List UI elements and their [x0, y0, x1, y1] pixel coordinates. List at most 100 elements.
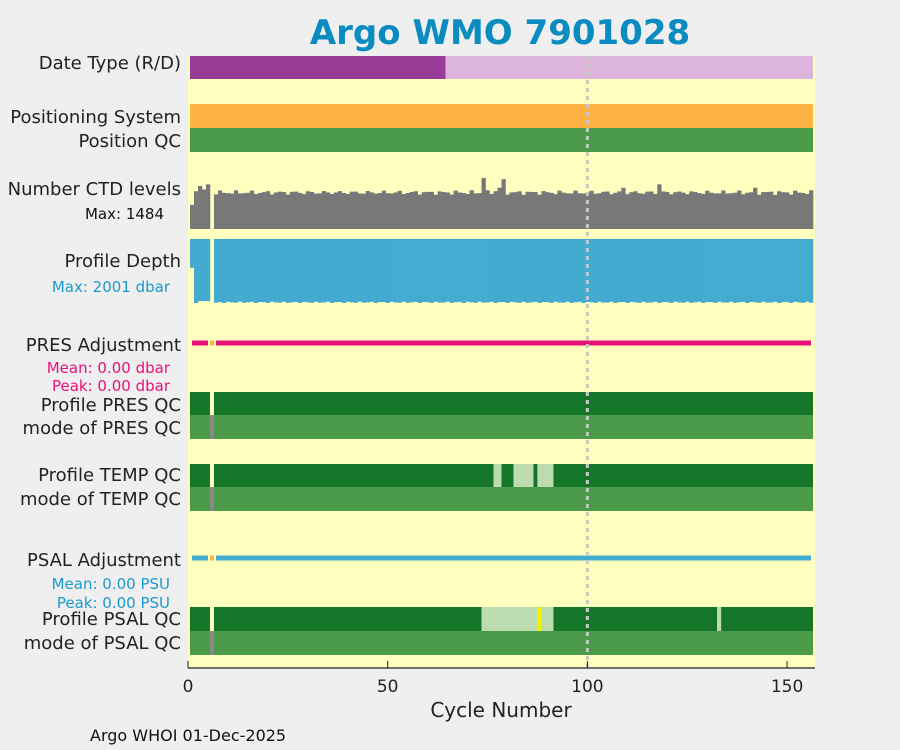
chart-marks	[189, 56, 814, 655]
ctd-level-bar	[549, 192, 554, 229]
profile-depth-bar	[253, 239, 259, 303]
profile-depth-bar	[629, 239, 634, 302]
ctd-level-bar	[677, 191, 682, 229]
positioning-system-segment	[189, 104, 814, 128]
profile-depth-bar	[197, 239, 203, 302]
ctd-level-bar	[485, 190, 490, 229]
ctd-level-bar	[257, 192, 263, 229]
label-mode-pres-qc: mode of PRES QC	[23, 418, 181, 439]
ctd-level-bar	[729, 193, 734, 229]
profile-depth-bar	[529, 239, 534, 303]
profile-depth-bar	[301, 239, 307, 302]
ctd-level-bar	[509, 192, 514, 229]
profile-depth-bar	[309, 239, 315, 303]
profile-depth-bar	[569, 239, 574, 303]
ctd-level-bar	[245, 192, 251, 229]
psal-peak-text: Peak: 0.00 PSU	[57, 594, 170, 612]
profile-depth-bar	[277, 239, 283, 303]
profile-depth-bar	[741, 239, 746, 302]
profile-depth-bar	[261, 239, 267, 303]
ctd-level-bar	[781, 192, 786, 229]
profile-depth-bar	[557, 239, 562, 303]
profile-depth-bar	[441, 239, 446, 303]
profile-depth-bar	[801, 239, 806, 303]
ctd-level-bar	[609, 194, 614, 229]
profile-depth-bar	[657, 239, 662, 303]
ctd-level-bar	[489, 194, 494, 229]
ctd-level-bar	[761, 192, 766, 229]
profile-depth-bar	[329, 239, 335, 303]
ctd-level-bar	[805, 194, 810, 229]
profile-depth-bar	[729, 239, 734, 302]
ctd-level-bar	[457, 192, 462, 229]
profile-psal-qc-segment	[541, 607, 554, 631]
ctd-level-bar	[525, 191, 530, 229]
profile-depth-bar	[809, 239, 814, 303]
label-mode-psal-qc: mode of PSAL QC	[24, 633, 181, 654]
profile-depth-bar	[541, 239, 546, 303]
profile-psal-qc-segment	[553, 607, 718, 631]
ctd-level-bar	[317, 193, 323, 229]
depth-max-text: Max: 2001 dbar	[52, 278, 171, 296]
ctd-level-bar	[793, 190, 798, 229]
ctd-level-bar	[237, 193, 243, 229]
ctd-level-bar	[617, 191, 622, 229]
ctd-level-bar	[445, 192, 450, 229]
ctd-level-bar	[557, 190, 562, 229]
profile-depth-bar	[193, 239, 199, 303]
profile-depth-bar	[597, 239, 602, 302]
pres-adjustment-line	[191, 340, 208, 346]
pres-adjustment-line	[215, 340, 812, 346]
profile-depth-bar	[281, 239, 287, 302]
profile-depth-bar	[297, 239, 303, 303]
profile-depth-bar	[233, 239, 239, 303]
ctd-level-bar	[593, 193, 598, 229]
profile-temp-qc-segment	[537, 464, 554, 487]
profile-depth-bar	[705, 239, 710, 302]
pres-adjustment-missing	[209, 340, 214, 346]
ctd-level-bar	[341, 192, 347, 229]
profile-depth-bar	[505, 239, 510, 303]
profile-temp-qc-segment	[513, 464, 534, 487]
profile-depth-bar	[317, 239, 323, 303]
ctd-level-bar	[465, 193, 470, 229]
profile-depth-bar	[617, 239, 622, 303]
profile-temp-qc-segment	[189, 464, 210, 487]
plot-background	[188, 56, 815, 668]
profile-depth-bar	[213, 239, 219, 303]
ctd-level-bar	[633, 191, 638, 229]
ctd-level-bar	[809, 190, 814, 229]
profile-depth-bar	[677, 239, 682, 303]
ctd-level-bar	[713, 193, 718, 229]
ctd-level-bar	[337, 191, 343, 229]
profile-depth-bar	[501, 239, 506, 303]
profile-depth-bar	[457, 239, 462, 302]
profile-depth-bar	[745, 239, 750, 303]
ctd-max-text: Max: 1484	[85, 205, 164, 223]
profile-depth-bar	[237, 239, 243, 302]
x-tick-label: 150	[771, 677, 803, 697]
profile-depth-bar	[273, 239, 279, 303]
profile-depth-bar	[585, 239, 590, 302]
label-profile-psal-qc: Profile PSAL QC	[42, 609, 181, 630]
ctd-level-bar	[513, 192, 518, 229]
ctd-level-bar	[353, 191, 359, 229]
ctd-level-bar	[625, 194, 630, 229]
footer-text: Argo WHOI 01-Dec-2025	[90, 726, 286, 745]
label-profile-depth: Profile Depth	[64, 251, 181, 272]
ctd-level-bar	[309, 191, 315, 229]
ctd-level-bar	[189, 204, 195, 229]
ctd-level-bar	[589, 190, 594, 229]
profile-depth-bar	[493, 239, 498, 303]
ctd-level-bar	[433, 194, 438, 229]
ctd-level-bar	[385, 193, 390, 229]
ctd-level-bar	[397, 190, 402, 229]
profile-pres-qc-segment	[213, 392, 814, 415]
profile-depth-bar	[577, 239, 582, 302]
x-axis: 0 50 100 150	[183, 661, 815, 697]
ctd-level-bar	[217, 190, 223, 229]
profile-depth-bar	[429, 239, 434, 303]
date-type-segment	[189, 56, 446, 79]
pres-mean-text: Mean: 0.00 dbar	[47, 359, 171, 377]
ctd-level-bar	[681, 192, 686, 229]
